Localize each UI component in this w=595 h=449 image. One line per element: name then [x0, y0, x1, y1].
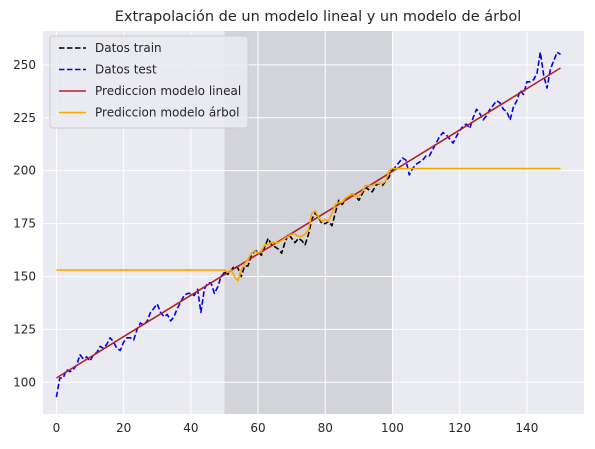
- series-datos-test-line: [391, 51, 561, 176]
- x-tick-label: 80: [318, 421, 333, 435]
- y-axis: 100 125 150 175 200 225 250: [13, 58, 36, 389]
- x-tick-label: 120: [448, 421, 471, 435]
- legend-label: Prediccion modelo lineal: [95, 84, 241, 98]
- series-datos-test-line: [55, 271, 226, 398]
- y-tick-label: 150: [13, 269, 36, 283]
- series-prediccion-modelo-lineal-line: [55, 67, 561, 379]
- x-tick-label: 60: [250, 421, 265, 435]
- series-prediccion-modelo-arbol-line: [56, 167, 561, 282]
- x-tick-label: 140: [515, 421, 538, 435]
- legend-label: Datos train: [95, 41, 162, 55]
- y-tick-label: 175: [13, 217, 36, 231]
- legend-box: [49, 35, 249, 129]
- y-tick-label: 125: [13, 322, 36, 336]
- legend: Datos train Datos test Prediccion modelo l…: [49, 35, 249, 129]
- x-tick-label: 100: [381, 421, 404, 435]
- series-datos-train-line: [224, 168, 394, 278]
- x-axis: 0 20 40 60 80 100 120 140: [53, 421, 539, 435]
- y-tick-label: 200: [13, 164, 36, 178]
- x-tick-label: 40: [183, 421, 198, 435]
- chart-title: Extrapolación de un modelo lineal y un m…: [115, 9, 521, 25]
- x-tick-label: 20: [116, 421, 131, 435]
- y-tick-label: 225: [13, 111, 36, 125]
- y-tick-label: 100: [13, 375, 36, 389]
- legend-label: Prediccion modelo árbol: [95, 106, 239, 120]
- y-tick-label: 250: [13, 58, 36, 72]
- series-layer: [55, 51, 561, 398]
- legend-label: Datos test: [95, 63, 157, 77]
- x-tick-label: 0: [53, 421, 61, 435]
- grid: [43, 31, 584, 414]
